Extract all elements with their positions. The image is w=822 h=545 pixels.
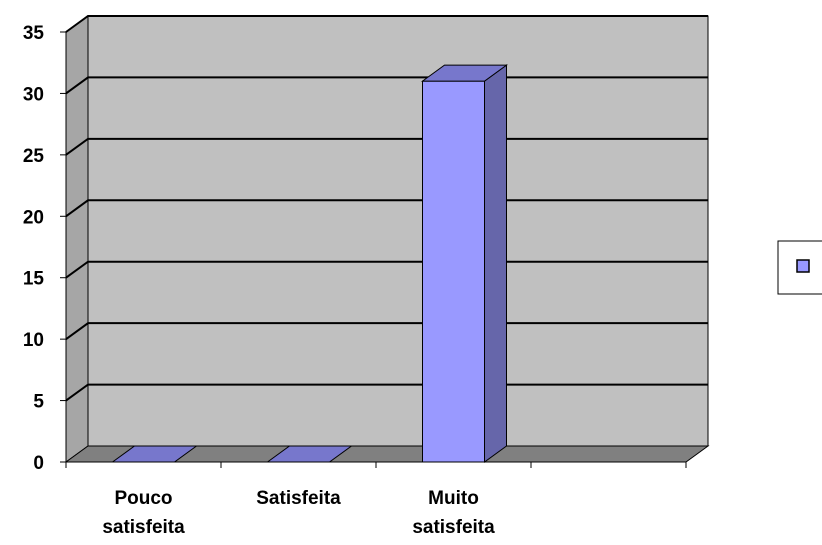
y-tick-label: 15: [23, 269, 45, 290]
y-tick-label: 20: [23, 207, 44, 228]
y-tick-label: 25: [23, 146, 45, 167]
back-wall: [87, 15, 709, 447]
y-tick-label: 35: [23, 23, 45, 44]
legend: [777, 240, 822, 295]
y-tick-label: 0: [33, 453, 44, 474]
bar: [420, 64, 509, 463]
y-tick-label: 30: [23, 84, 44, 105]
legend-swatch: [796, 259, 810, 273]
bars: [110, 64, 509, 463]
y-axis: 0 5 10 15 20 25 30 35: [23, 23, 67, 474]
y-tick-label: 5: [33, 392, 44, 413]
x-tick-label: Muito satisfeita: [412, 488, 495, 538]
bar-side: [484, 64, 507, 463]
y-tick-label: 10: [23, 330, 44, 351]
x-axis: Pouco satisfeita Satisfeita Muito satisfeita: [65, 461, 687, 538]
bar-top: [420, 64, 509, 82]
bar-front: [422, 80, 485, 463]
gridline: [65, 15, 708, 33]
chart-walls: [64, 15, 710, 463]
side-wall: [65, 15, 89, 463]
x-tick-label: Pouco satisfeita: [102, 488, 185, 538]
x-tick-label: Satisfeita: [256, 488, 341, 509]
